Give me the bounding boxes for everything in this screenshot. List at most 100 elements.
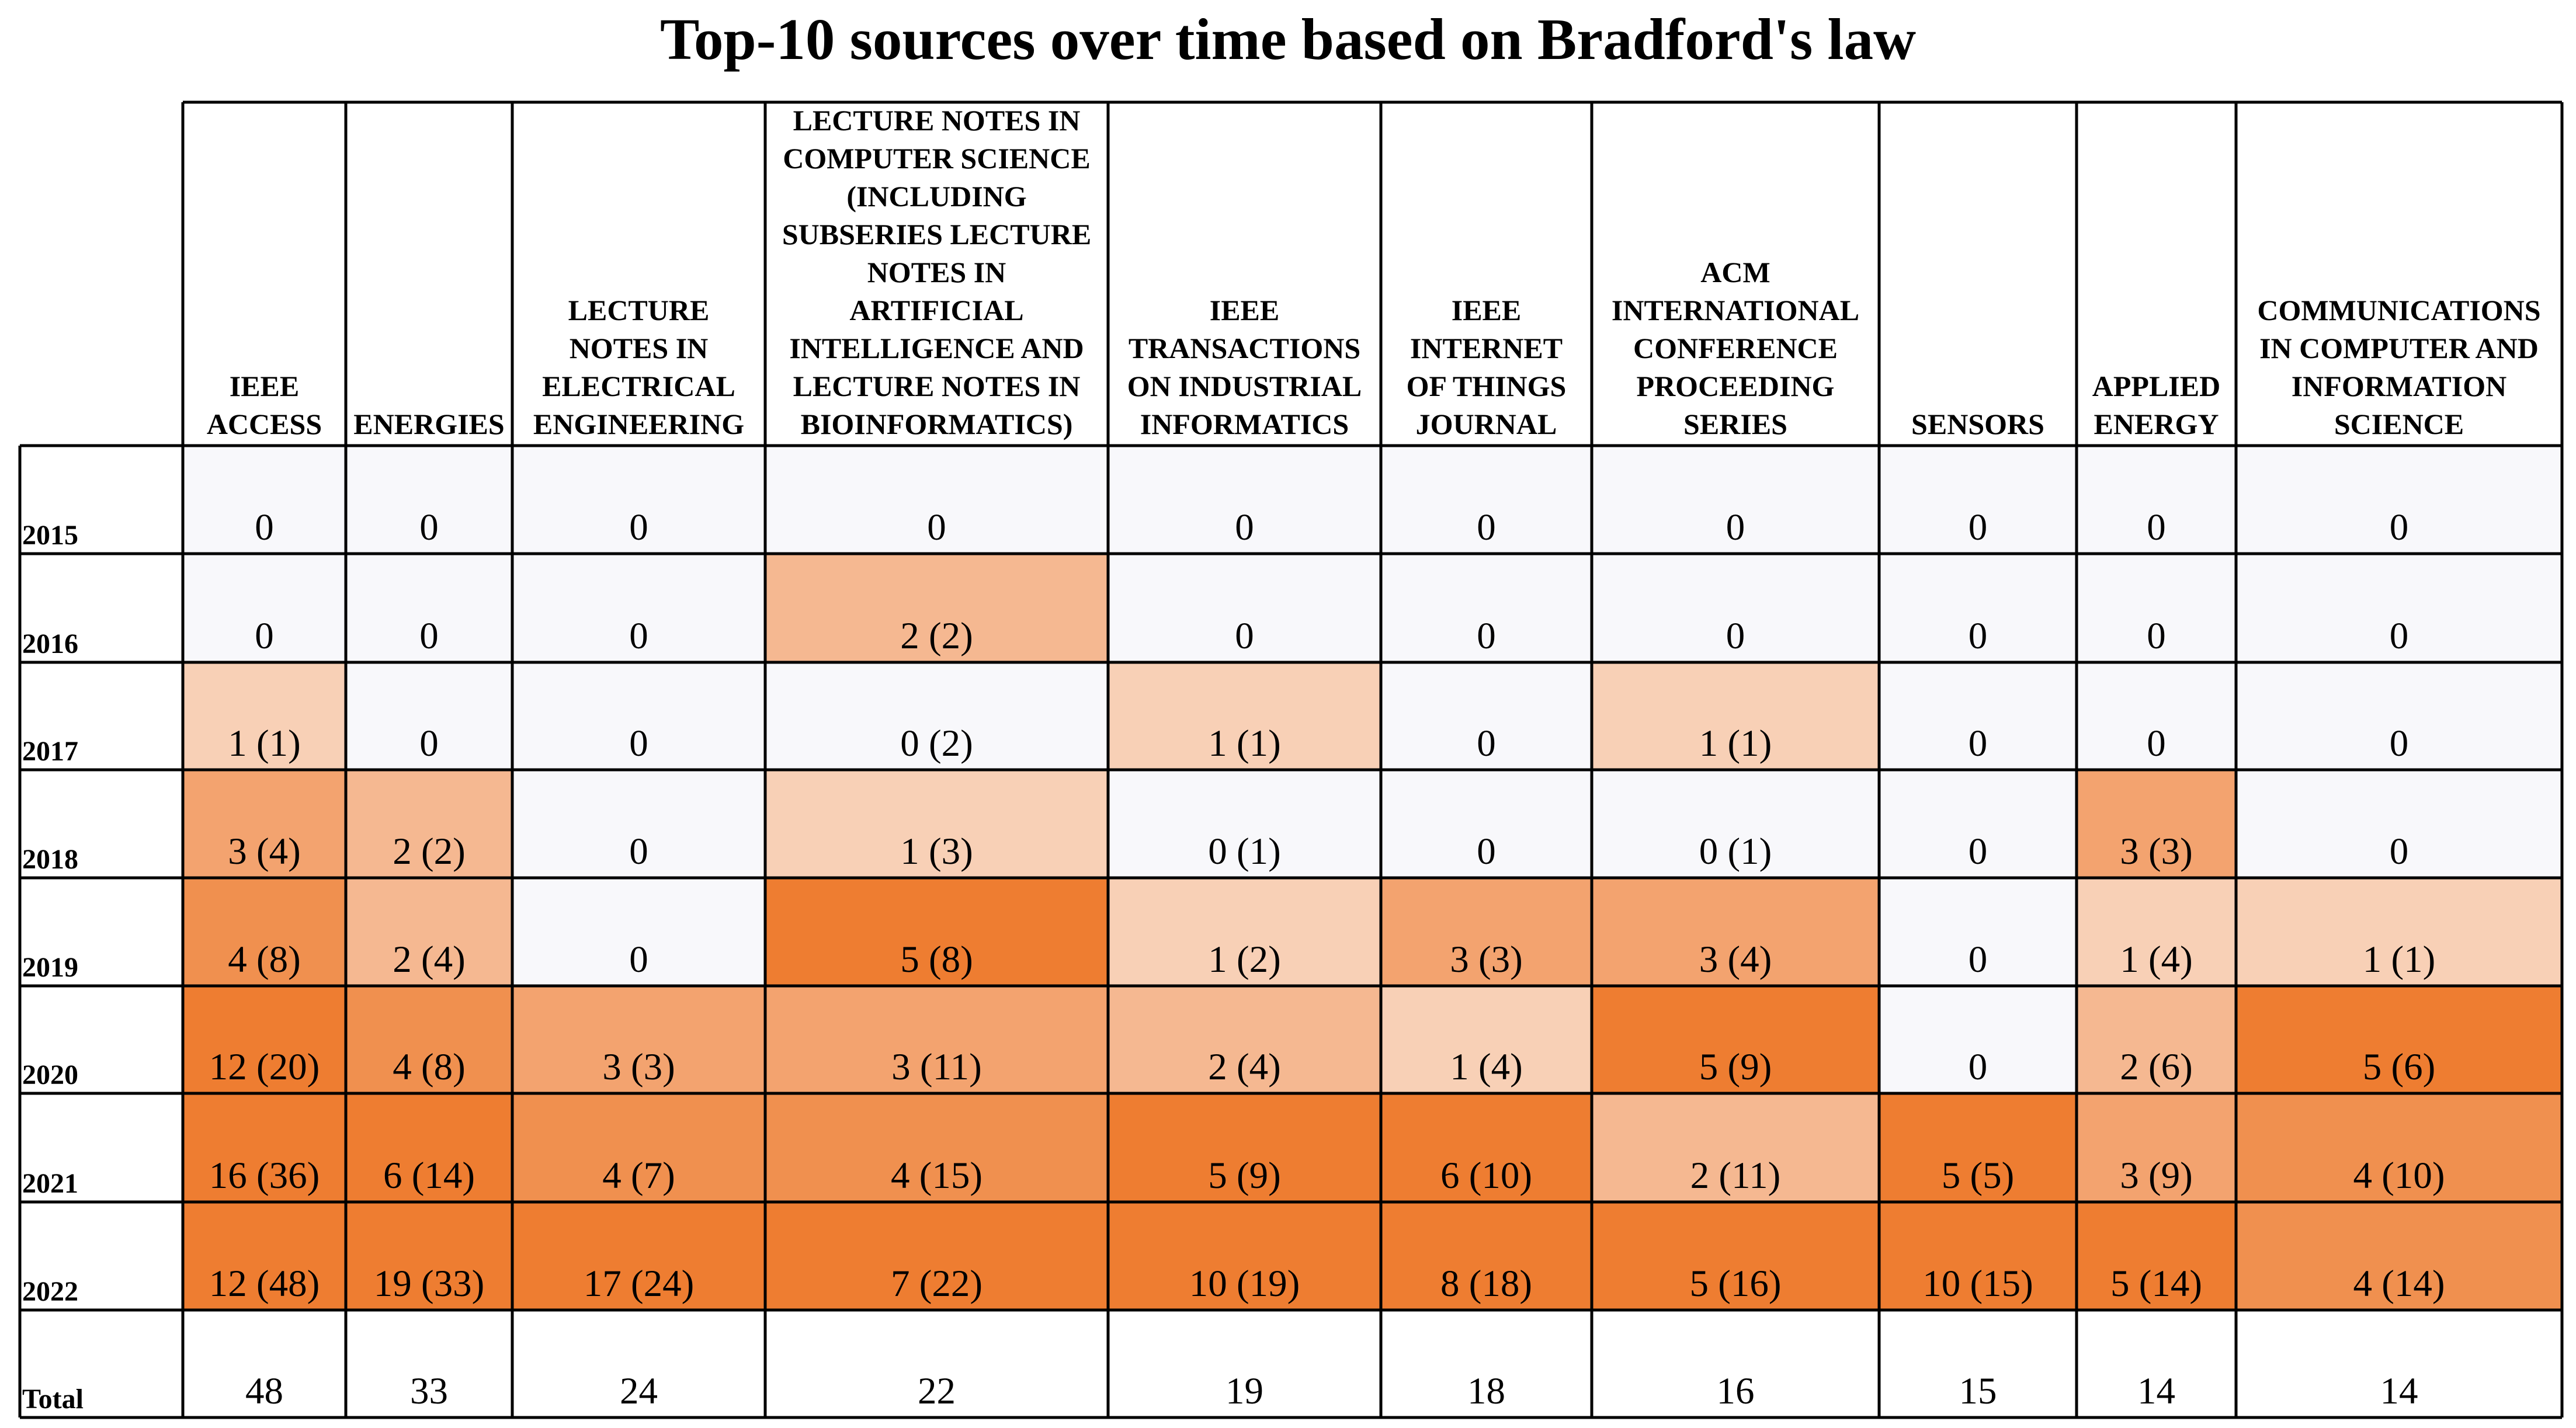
cell-value: 5 (14)	[2110, 1263, 2202, 1305]
heat-cell	[2077, 1093, 2236, 1202]
total-value: 14	[2380, 1370, 2418, 1412]
cell-value: 0 (1)	[1699, 831, 1772, 873]
cell-value: 0	[629, 831, 648, 873]
column-header: CONFERENCE	[1633, 332, 1838, 364]
heat-cell	[1879, 770, 2077, 878]
heat-cell	[346, 554, 512, 662]
heat-cell	[2236, 1202, 2562, 1310]
cell-value: 3 (3)	[1450, 939, 1523, 981]
heat-cell	[1381, 554, 1592, 662]
heat-cell	[765, 1093, 1108, 1202]
cell-value: 5 (5)	[1942, 1155, 2015, 1197]
column-header: INTERNET	[1410, 332, 1563, 364]
year-label: 2015	[22, 520, 78, 551]
year-label: 2018	[22, 844, 78, 875]
column-header: INTELLIGENCE AND	[789, 332, 1084, 364]
heat-cell	[1879, 986, 2077, 1093]
column-header: NOTES IN	[570, 332, 709, 364]
heat-cell	[183, 662, 346, 770]
heat-cell	[346, 770, 512, 878]
total-value: 48	[245, 1370, 283, 1412]
cell-value: 12 (20)	[209, 1046, 320, 1088]
cell-value: 0	[1726, 615, 1745, 657]
total-value: 19	[1225, 1370, 1263, 1412]
column-header: ACM	[1700, 256, 1770, 289]
year-label: 2017	[22, 736, 78, 767]
year-label: 2020	[22, 1059, 78, 1090]
cell-value: 0	[1969, 1046, 1988, 1088]
cell-value: 0	[1235, 506, 1254, 548]
heat-cell	[1381, 446, 1592, 554]
cell-value: 1 (3)	[900, 831, 973, 873]
heat-cell	[346, 1093, 512, 1202]
heat-cell	[1108, 1093, 1381, 1202]
cell-value: 0	[1235, 615, 1254, 657]
cell-value: 0	[2390, 831, 2409, 873]
cell-value: 3 (4)	[228, 831, 301, 873]
heat-cell	[1108, 770, 1381, 878]
cell-value: 0	[2147, 615, 2166, 657]
cell-value: 0	[2147, 506, 2166, 548]
heat-cell	[183, 770, 346, 878]
heat-cell	[2077, 446, 2236, 554]
heat-cell	[1592, 662, 1879, 770]
column-header: JOURNAL	[1416, 408, 1557, 440]
column-header: SERIES	[1683, 408, 1787, 440]
cell-value: 2 (11)	[1690, 1155, 1781, 1197]
total-value: 14	[2137, 1370, 2175, 1412]
column-header: IEEE	[1210, 294, 1280, 326]
cell-value: 0	[1477, 615, 1496, 657]
heat-cell	[1879, 878, 2077, 986]
cell-value: 5 (9)	[1208, 1155, 1281, 1197]
cell-value: 0	[419, 722, 439, 765]
heat-cell	[2236, 878, 2562, 986]
cell-value: 0	[629, 506, 648, 548]
heat-cell	[1381, 1202, 1592, 1310]
cell-value: 12 (48)	[209, 1263, 320, 1305]
heat-cell	[512, 878, 765, 986]
heat-cell	[1879, 662, 2077, 770]
column-header: OF THINGS	[1407, 370, 1567, 402]
heat-cell	[1108, 878, 1381, 986]
heat-cell	[512, 1202, 765, 1310]
heat-cell	[2236, 770, 2562, 878]
cell-value: 6 (14)	[383, 1155, 475, 1197]
cell-value: 0	[1969, 939, 1988, 981]
heat-cell	[1592, 446, 1879, 554]
cell-value: 4 (14)	[2353, 1263, 2445, 1305]
heat-cell	[1879, 1202, 2077, 1310]
heat-cell	[1879, 446, 2077, 554]
column-header: INFORMATICS	[1140, 408, 1349, 440]
heat-cell	[1108, 986, 1381, 1093]
cell-value: 2 (6)	[2120, 1046, 2193, 1088]
column-header: LECTURE NOTES IN	[793, 104, 1081, 137]
cell-value: 3 (11)	[891, 1046, 982, 1088]
cell-value: 2 (4)	[1208, 1046, 1281, 1088]
cell-value: 4 (10)	[2353, 1155, 2445, 1197]
cell-value: 4 (8)	[228, 939, 301, 981]
cell-value: 1 (1)	[228, 722, 301, 765]
cell-value: 0	[1477, 722, 1496, 765]
heat-cell	[765, 662, 1108, 770]
heat-cell	[765, 446, 1108, 554]
column-header: IEEE	[1452, 294, 1522, 326]
column-header: ENERGY	[2094, 408, 2219, 440]
heat-cell	[2077, 770, 2236, 878]
heat-cell	[346, 986, 512, 1093]
heat-cell	[183, 1093, 346, 1202]
column-header: ENGINEERING	[533, 408, 744, 440]
column-header: SENSORS	[1911, 408, 2044, 440]
heat-cell	[2077, 1202, 2236, 1310]
heat-cell	[2236, 554, 2562, 662]
cell-value: 0	[1969, 615, 1988, 657]
cell-value: 2 (2)	[900, 615, 973, 657]
heat-cell	[512, 554, 765, 662]
column-header: IEEE	[230, 370, 300, 402]
heat-cell	[1108, 554, 1381, 662]
heat-cell	[1592, 986, 1879, 1093]
heat-cell	[2077, 554, 2236, 662]
cell-value: 0	[419, 615, 439, 657]
heat-cell	[1108, 1202, 1381, 1310]
cell-value: 1 (1)	[1699, 722, 1772, 765]
heat-cell	[2236, 1093, 2562, 1202]
